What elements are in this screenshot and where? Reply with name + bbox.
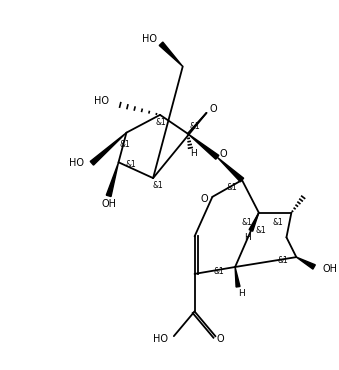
Text: HO: HO bbox=[142, 34, 157, 44]
Text: &1: &1 bbox=[277, 256, 288, 265]
Text: &1: &1 bbox=[272, 218, 283, 227]
Polygon shape bbox=[188, 134, 219, 159]
Polygon shape bbox=[235, 267, 240, 287]
Text: H: H bbox=[244, 233, 251, 242]
Text: HO: HO bbox=[153, 334, 168, 344]
Polygon shape bbox=[217, 157, 244, 182]
Text: &1: &1 bbox=[119, 140, 130, 149]
Text: HO: HO bbox=[94, 96, 109, 106]
Polygon shape bbox=[249, 213, 259, 231]
Text: &1: &1 bbox=[125, 160, 136, 169]
Text: &1: &1 bbox=[153, 182, 163, 191]
Polygon shape bbox=[90, 133, 126, 165]
Text: O: O bbox=[217, 334, 224, 344]
Text: O: O bbox=[210, 104, 217, 114]
Text: &1: &1 bbox=[227, 184, 238, 192]
Text: &1: &1 bbox=[214, 268, 225, 276]
Text: O: O bbox=[219, 149, 227, 159]
Text: &1: &1 bbox=[156, 118, 166, 127]
Text: HO: HO bbox=[69, 158, 84, 168]
Text: H: H bbox=[190, 149, 197, 158]
Text: OH: OH bbox=[322, 264, 337, 274]
Polygon shape bbox=[296, 257, 315, 269]
Text: &1: &1 bbox=[189, 122, 200, 131]
Text: &1: &1 bbox=[242, 218, 252, 227]
Polygon shape bbox=[106, 162, 119, 196]
Text: &1: &1 bbox=[255, 226, 266, 235]
Text: O: O bbox=[201, 194, 208, 204]
Polygon shape bbox=[159, 42, 183, 67]
Text: OH: OH bbox=[101, 199, 116, 209]
Text: H: H bbox=[238, 289, 244, 298]
